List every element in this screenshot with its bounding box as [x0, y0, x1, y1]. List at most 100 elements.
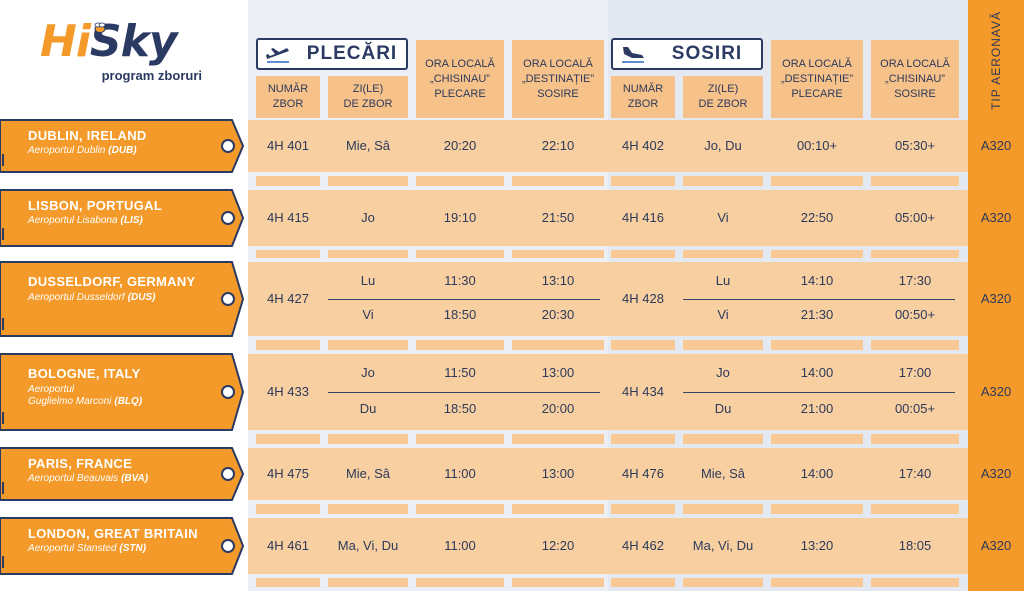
route-tag[interactable]: PARIS, FRANCE Aeroportul Beauvais (BVA) [0, 446, 244, 502]
route-city: LISBON, PORTUGAL [28, 198, 163, 213]
column-gap-block [871, 340, 959, 350]
column-gap-block [328, 434, 408, 444]
arrivals-title-box: SOSIRI [611, 38, 763, 70]
route-airport-name: Aeroportul Dusseldorf [28, 292, 125, 303]
arr-arrival-time: 17:30 [898, 272, 932, 288]
column-gap-block [683, 176, 763, 186]
route-marker [2, 154, 4, 166]
dep-time: 11:30 [444, 272, 476, 288]
logo-subtitle: program zboruri [101, 68, 202, 83]
aircraft-type: A320 [980, 138, 1012, 153]
leg-divider [683, 299, 955, 300]
aircraft-type-header: TIP AERONAVĂ [968, 0, 1024, 120]
route-airport-code: (STN) [119, 543, 147, 554]
route-tag[interactable]: DUSSELDORF, GERMANY Aeroportul Dusseldorf… [0, 260, 244, 338]
column-gap-block [611, 578, 675, 587]
route-tag-shape [0, 353, 244, 431]
dep-time: 19:10 [443, 210, 477, 225]
column-gap-block [512, 176, 604, 186]
dep-days: Jo [361, 365, 375, 380]
column-gap-block [512, 578, 604, 587]
header-arr-flight-no: NUMĂR ZBOR [611, 76, 675, 118]
arr-days: Du [714, 400, 732, 416]
route-tag[interactable]: DUBLIN, IRELAND Aeroportul Dublin (DUB) [0, 118, 244, 174]
arr-days: Lu [715, 272, 731, 288]
route-tag[interactable]: LISBON, PORTUGAL Aeroportul Lisabona (LIS) [0, 188, 244, 248]
plane-arrival-icon [613, 40, 653, 68]
dep-flight-number: 4H 401 [267, 138, 309, 153]
aircraft-type: A320 [980, 384, 1012, 399]
dep-arrival-time: 13:00 [541, 365, 575, 380]
column-gap-block [771, 504, 863, 514]
dep-time: 11:00 [444, 466, 476, 481]
column-gap-block [871, 176, 959, 186]
arr-departure-time: 21:30 [800, 307, 834, 323]
column-gap-block [328, 504, 408, 514]
arr-days: Vi [717, 307, 729, 323]
arr-flight-number: 4H 462 [622, 538, 664, 553]
route-marker [2, 482, 4, 494]
logo-hi: Hi [40, 16, 91, 67]
column-gap-block [328, 340, 408, 350]
dep-arrival-time: 20:00 [541, 400, 575, 416]
departures-title: PLECĂRI [306, 43, 398, 64]
column-gap-block [683, 340, 763, 350]
table-row [248, 448, 968, 500]
arr-arrival-time: 18:05 [898, 538, 932, 553]
arr-arrival-time: 05:00+ [894, 210, 936, 225]
route-airport-name: Aeroportul Dublin [28, 145, 106, 156]
arrivals-title: SOSIRI [671, 43, 743, 64]
route-select-icon[interactable] [221, 292, 235, 306]
column-gap-block [416, 176, 504, 186]
route-select-icon[interactable] [221, 385, 235, 399]
route-marker [2, 318, 4, 330]
route-marker [2, 412, 4, 424]
dep-arrival-time: 12:20 [541, 538, 575, 553]
dep-time: 18:50 [443, 307, 477, 323]
column-gap-block [256, 340, 320, 350]
header-dep-local-chisinau: ORA LOCALĂ „CHISINAU” PLECARE [416, 40, 504, 118]
route-tag-shape [0, 119, 244, 173]
column-gap-block [328, 250, 408, 258]
arr-departure-time: 14:00 [800, 365, 834, 380]
arr-arrival-time: 05:30+ [894, 138, 936, 153]
route-airport-name: Aeroportul Stansted [28, 543, 117, 554]
column-gap-block [683, 434, 763, 444]
arr-days: Vi [717, 210, 729, 225]
aircraft-type: A320 [980, 466, 1012, 481]
column-gap-block [256, 250, 320, 258]
dep-arrival-time: 13:00 [541, 466, 575, 481]
dep-flight-number: 4H 475 [267, 466, 309, 481]
column-gap-block [328, 578, 408, 587]
route-airport: Aeroportul Beauvais (BVA) [28, 473, 148, 485]
header-arr-local-destination: ORA LOCALĂ „DESTINAȚIE” PLECARE [771, 40, 863, 118]
column-gap-block [416, 504, 504, 514]
dep-flight-number: 4H 415 [267, 210, 309, 225]
route-select-icon[interactable] [221, 139, 235, 153]
arr-flight-number: 4H 428 [622, 291, 664, 306]
column-gap-block [871, 504, 959, 514]
arr-departure-time: 14:00 [800, 466, 834, 481]
plane-departure-icon [258, 40, 298, 68]
dep-days: Mie, Sâ [345, 138, 391, 153]
route-select-icon[interactable] [221, 467, 235, 481]
arr-arrival-time: 00:05+ [894, 400, 936, 416]
dep-arrival-time: 21:50 [541, 210, 575, 225]
dep-time: 11:50 [444, 365, 476, 380]
departures-title-box: PLECĂRI [256, 38, 408, 70]
arr-arrival-time: 00:50+ [894, 307, 936, 323]
column-gap-block [256, 176, 320, 186]
route-tag-shape [0, 517, 244, 575]
route-select-icon[interactable] [221, 539, 235, 553]
arr-departure-time: 14:10 [800, 272, 834, 288]
route-select-icon[interactable] [221, 211, 235, 225]
route-airport-name: Aeroportul Guglielmo Marconi [28, 384, 112, 407]
column-gap-block [871, 578, 959, 587]
dep-flight-number: 4H 427 [267, 291, 309, 306]
dep-arrival-time: 20:30 [541, 307, 575, 323]
column-gap-block [611, 434, 675, 444]
column-gap-block [416, 340, 504, 350]
table-row [248, 120, 968, 172]
route-tag[interactable]: LONDON, GREAT BRITAIN Aeroportul Stansted… [0, 516, 244, 576]
route-tag[interactable]: BOLOGNE, ITALY Aeroportul Guglielmo Marco… [0, 352, 244, 432]
